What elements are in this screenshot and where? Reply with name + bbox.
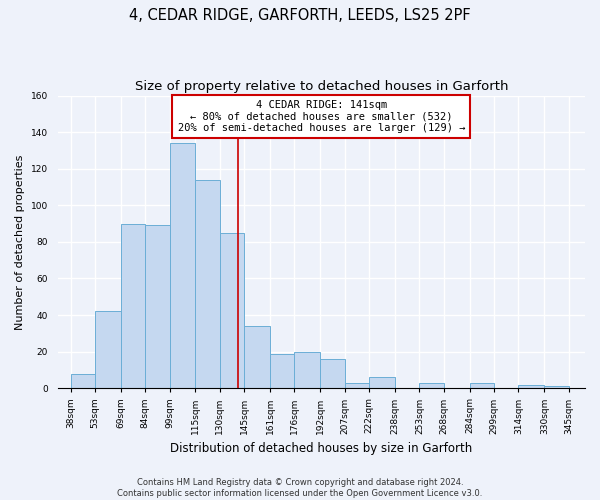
Bar — [220, 233, 244, 388]
Text: 4 CEDAR RIDGE: 141sqm
← 80% of detached houses are smaller (532)
20% of semi-det: 4 CEDAR RIDGE: 141sqm ← 80% of detached … — [178, 100, 465, 133]
Bar — [544, 386, 569, 388]
Bar — [470, 383, 494, 388]
Bar — [196, 180, 220, 388]
X-axis label: Distribution of detached houses by size in Garforth: Distribution of detached houses by size … — [170, 442, 472, 455]
Title: Size of property relative to detached houses in Garforth: Size of property relative to detached ho… — [134, 80, 508, 93]
Bar — [145, 226, 170, 388]
Bar — [71, 374, 95, 388]
Bar — [345, 383, 369, 388]
Bar — [95, 312, 121, 388]
Bar — [518, 384, 544, 388]
Bar — [170, 143, 196, 388]
Bar — [244, 326, 270, 388]
Text: 4, CEDAR RIDGE, GARFORTH, LEEDS, LS25 2PF: 4, CEDAR RIDGE, GARFORTH, LEEDS, LS25 2P… — [129, 8, 471, 22]
Bar — [121, 224, 145, 388]
Text: Contains HM Land Registry data © Crown copyright and database right 2024.
Contai: Contains HM Land Registry data © Crown c… — [118, 478, 482, 498]
Bar — [320, 359, 345, 388]
Bar — [295, 352, 320, 389]
Y-axis label: Number of detached properties: Number of detached properties — [15, 154, 25, 330]
Bar — [419, 383, 444, 388]
Bar — [270, 354, 295, 388]
Bar — [369, 378, 395, 388]
